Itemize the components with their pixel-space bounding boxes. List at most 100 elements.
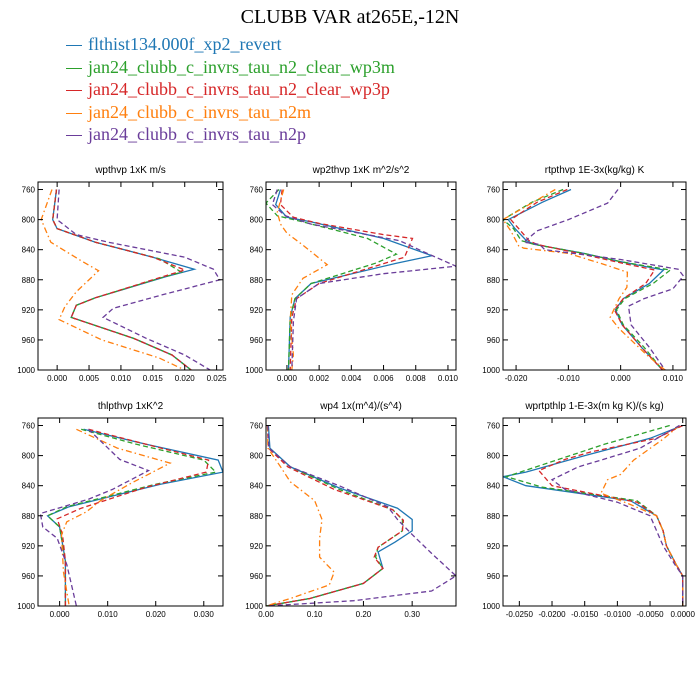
- y-tick-label: 880: [250, 512, 264, 521]
- series-line: [52, 189, 192, 370]
- x-tick-label: 0.010: [663, 374, 684, 383]
- x-tick-label: 0.00: [258, 610, 274, 619]
- x-tick-label: 0.000: [277, 374, 298, 383]
- y-tick-label: 920: [250, 542, 264, 551]
- y-tick-label: 760: [22, 422, 36, 431]
- x-tick-label: -0.0250: [506, 610, 534, 619]
- series-line: [274, 189, 435, 370]
- series-line: [279, 189, 414, 370]
- y-tick-label: 880: [250, 276, 264, 285]
- x-tick-label: 0.0000: [670, 610, 695, 619]
- y-tick-label: 960: [22, 336, 36, 345]
- plot-frame: [37, 181, 224, 371]
- legend-item: jan24_clubb_c_invrs_tau_n2_clear_wp3p: [66, 78, 395, 101]
- panel-3: rtpthvp 1E-3x(kg/kg) K 760 800 840 880 920 960…: [482, 165, 687, 383]
- plot-frame: [265, 181, 457, 371]
- y-tick-label: 880: [22, 512, 36, 521]
- y-tick-label: 1000: [245, 366, 263, 375]
- series-line: [40, 189, 185, 370]
- y-tick-label: 840: [250, 246, 264, 255]
- panel-title: wp4 1x(m^4)/(s^4): [319, 401, 402, 412]
- series-line: [266, 189, 398, 370]
- y-tick-label: 920: [487, 306, 501, 315]
- y-tick-label: 880: [487, 276, 501, 285]
- x-tick-label: 0.004: [341, 374, 362, 383]
- legend-label: jan24_clubb_c_invrs_tau_n2p: [88, 124, 306, 144]
- y-tick-label: 840: [487, 482, 501, 491]
- y-tick-label: 840: [487, 246, 501, 255]
- y-tick-label: 840: [22, 246, 36, 255]
- x-tick-label: 0.000: [611, 374, 632, 383]
- series-line: [56, 428, 210, 606]
- series-line: [60, 428, 172, 606]
- series-line: [52, 189, 192, 370]
- y-tick-label: 760: [487, 186, 501, 195]
- series-line: [600, 424, 684, 606]
- y-tick-label: 960: [22, 572, 36, 581]
- x-tick-label: 0.010: [111, 374, 132, 383]
- y-tick-label: 1000: [482, 366, 500, 375]
- y-tick-label: 1000: [17, 366, 35, 375]
- series-line: [550, 424, 684, 606]
- legend-label: jan24_clubb_c_invrs_tau_n2_clear_wp3m: [88, 56, 395, 77]
- series-line: [276, 189, 329, 370]
- x-tick-label: -0.0100: [604, 610, 632, 619]
- series-line: [266, 425, 456, 606]
- y-tick-label: 760: [250, 186, 264, 195]
- series-line: [266, 425, 404, 606]
- series-line: [52, 189, 197, 370]
- x-tick-label: 0.008: [406, 374, 427, 383]
- series-line: [39, 428, 151, 606]
- series-line: [266, 425, 405, 606]
- x-tick-label: 0.020: [175, 374, 196, 383]
- legend-line-icon: [66, 135, 82, 137]
- legend-line-icon: [66, 112, 82, 114]
- legend-line-icon: [66, 45, 82, 47]
- legend-label: jan24_clubb_c_invrs_tau_n2_clear_wp3p: [88, 79, 390, 99]
- panel-4: thlpthvp 1xK^2 760 800 840 880 920 960 1000 0.00…: [17, 401, 224, 619]
- x-tick-label: 0.10: [307, 610, 323, 619]
- series-line: [503, 188, 672, 370]
- legend-item: jan24_clubb_c_invrs_tau_n2p: [66, 123, 395, 146]
- panel-2: wp2thvp 1xK m^2/s^2 760 800 840 880 920 960 100…: [245, 165, 458, 383]
- y-tick-label: 960: [250, 572, 264, 581]
- legend-line-icon: [66, 90, 82, 92]
- y-tick-label: 920: [487, 542, 501, 551]
- y-tick-label: 920: [250, 306, 264, 315]
- x-tick-label: 0.025: [207, 374, 228, 383]
- panel-6: wprtpthlp 1-E-3x(m kg K)/(s kg) 760 800 840…: [482, 401, 695, 619]
- series-line: [46, 428, 218, 606]
- x-tick-label: 0.000: [47, 374, 68, 383]
- legend-label: jan24_clubb_c_invrs_tau_n2m: [88, 101, 311, 122]
- series-line: [266, 425, 413, 606]
- y-tick-label: 800: [487, 216, 501, 225]
- y-tick-label: 760: [250, 422, 264, 431]
- series-line: [509, 188, 663, 370]
- x-tick-label: 0.005: [79, 374, 100, 383]
- x-tick-label: 0.002: [309, 374, 330, 383]
- y-tick-label: 800: [22, 452, 36, 461]
- y-tick-label: 1000: [482, 602, 500, 611]
- panel-1: wpthvp 1xK m/s 760 800 840 880 920 960 1000 0.00…: [17, 165, 227, 383]
- plot-frame: [37, 417, 224, 607]
- series-line: [46, 428, 223, 606]
- y-tick-label: 800: [250, 216, 264, 225]
- y-tick-label: 920: [22, 542, 36, 551]
- x-tick-label: 0.20: [356, 610, 372, 619]
- panel-title: wprtpthlp 1-E-3x(m kg K)/(s kg): [524, 401, 663, 412]
- series-line: [56, 189, 221, 370]
- x-tick-label: -0.0050: [636, 610, 664, 619]
- series-line: [503, 188, 666, 370]
- x-tick-label: -0.0150: [571, 610, 599, 619]
- x-tick-label: 0.30: [404, 610, 420, 619]
- legend-item: jan24_clubb_c_invrs_tau_n2m: [66, 101, 395, 124]
- x-tick-label: 0.020: [146, 610, 167, 619]
- plot-frame: [502, 181, 687, 371]
- y-tick-label: 960: [487, 572, 501, 581]
- y-tick-label: 800: [487, 452, 501, 461]
- legend-item: jan24_clubb_c_invrs_tau_n2_clear_wp3m: [66, 56, 395, 79]
- y-tick-label: 920: [22, 306, 36, 315]
- x-tick-label: 0.006: [374, 374, 395, 383]
